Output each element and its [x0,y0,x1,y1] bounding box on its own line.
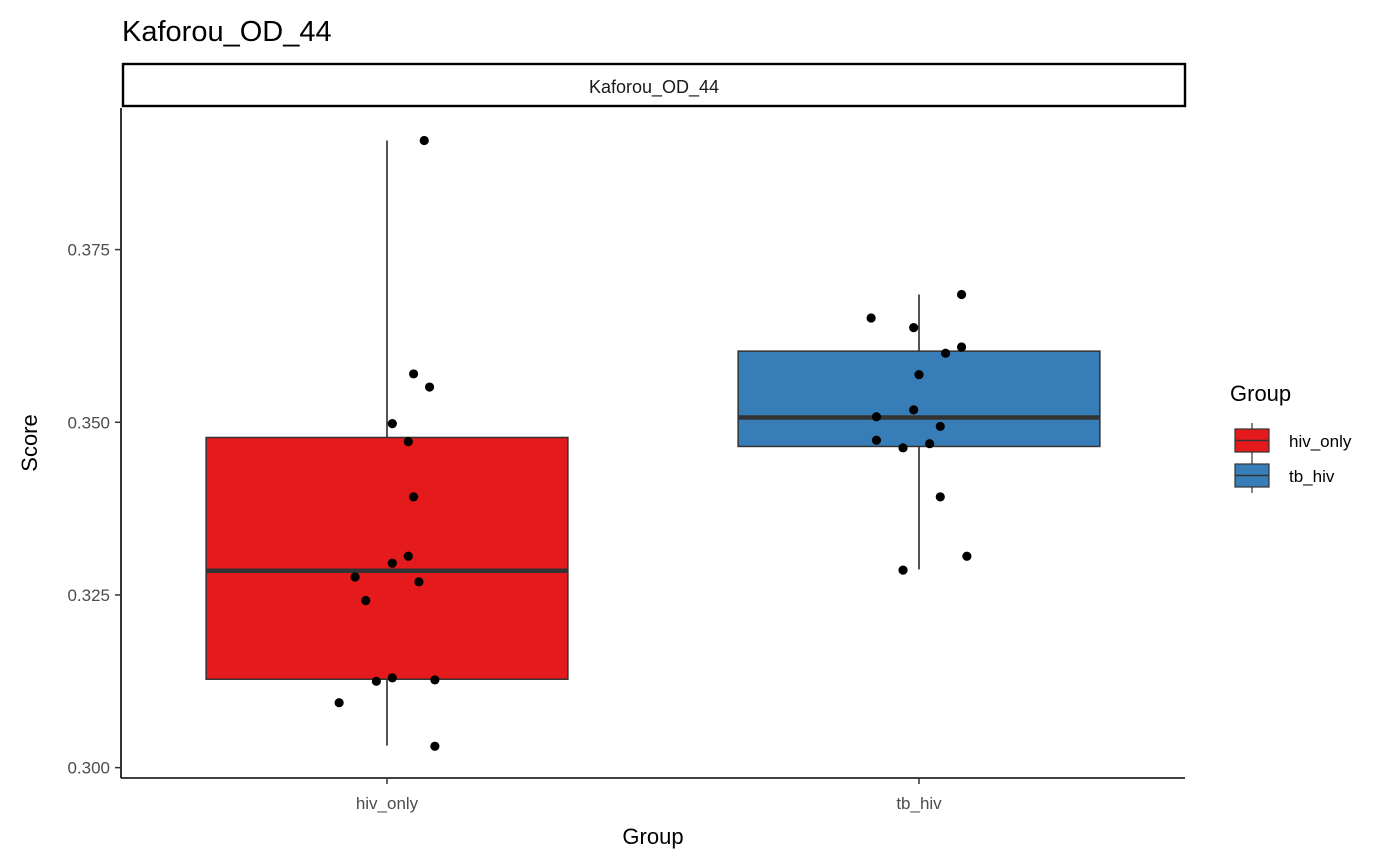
y-tick-label: 0.325 [67,586,110,605]
x-tick-label: hiv_only [356,794,419,813]
legend: Group hiv_only tb_hiv [1230,381,1352,493]
data-point [941,348,951,358]
data-point [898,565,908,575]
y-axis-ticks: 0.300 0.325 0.350 0.375 [67,241,121,778]
data-point [914,370,924,380]
data-point [334,698,344,708]
data-point [430,675,440,685]
y-tick-label: 0.300 [67,759,110,778]
y-tick-label: 0.375 [67,241,110,260]
data-point [350,572,360,582]
data-point [925,439,935,449]
legend-label-tb_hiv: tb_hiv [1289,467,1335,486]
data-point [403,551,413,561]
box-tb_hiv [737,350,1101,448]
data-point [956,342,967,352]
data-point [866,313,876,323]
data-point [935,492,945,502]
data-point [430,741,440,751]
data-point [871,412,882,422]
data-point [909,405,919,415]
data-point [871,435,882,445]
data-point [403,437,413,447]
x-axis-ticks: hiv_only tb_hiv [356,778,942,813]
legend-label-hiv_only: hiv_only [1289,432,1352,451]
data-point [898,443,908,453]
plot-area [205,135,1101,751]
data-point [409,492,419,502]
data-point [387,673,397,683]
data-point [419,135,429,146]
data-point [962,551,972,561]
data-point [387,558,397,568]
x-tick-label: tb_hiv [896,794,942,813]
data-point [409,369,419,379]
facet-strip-label: Kaforou_OD_44 [589,77,719,98]
data-point [935,421,945,432]
x-axis-title: Group [622,824,683,849]
data-point [956,289,967,300]
facet-strip [121,62,1187,108]
box-hiv_only [205,436,569,680]
data-point [909,323,919,333]
data-point [361,595,371,606]
y-axis-title: Score [17,414,42,471]
data-point [424,382,435,392]
data-point [371,676,381,686]
data-point [414,577,424,587]
data-point [387,419,397,429]
chart-title: Kaforou_OD_44 [122,16,332,48]
legend-title: Group [1230,381,1291,406]
y-tick-label: 0.350 [67,413,110,432]
